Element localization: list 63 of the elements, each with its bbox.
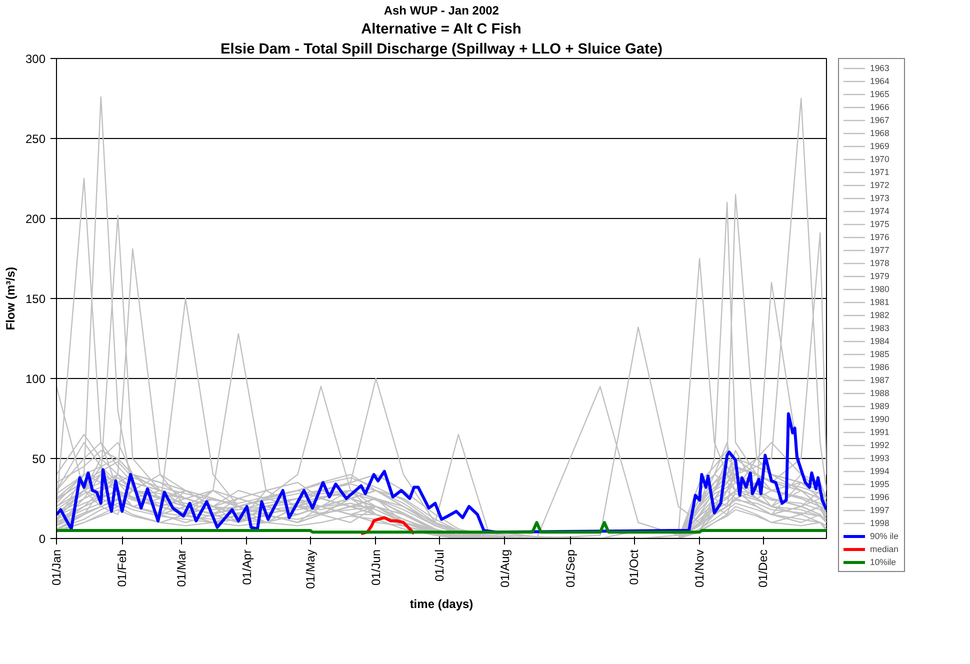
legend-label: 1981 [870, 297, 890, 307]
x-tick-label: 01/Jun [368, 550, 383, 586]
legend-label: 1986 [870, 362, 890, 372]
text: Elsie Dam - Total Spill Discharge (Spillway + LLO + Sluice Gate) [220, 42, 663, 58]
x-tick-label: 01/Feb [115, 549, 130, 587]
chart-subtitle: Alternative = Alt C Fish [361, 22, 522, 38]
legend-label: 1987 [870, 375, 890, 385]
legend-label: 1988 [870, 388, 890, 398]
legend-label: 1972 [870, 180, 890, 190]
legend-label: 1976 [870, 232, 890, 242]
legend-label: median [870, 544, 900, 554]
legend-label: 1970 [870, 154, 890, 164]
legend-label: 1979 [870, 271, 890, 281]
y-tick-label: 0 [38, 532, 46, 546]
legend-label: 1998 [870, 518, 890, 528]
legend-label: 1967 [870, 115, 890, 125]
x-tick-label: 01/Nov [692, 549, 707, 588]
legend-label: 1984 [870, 336, 890, 346]
y-tick-label: 300 [25, 52, 46, 66]
x-tick-label: 01/Dec [756, 549, 770, 588]
y-tick-label: 50 [32, 452, 46, 466]
legend-label: 1989 [870, 401, 890, 411]
x-tick-label: 01/Mar [174, 549, 188, 587]
y-tick-label: 250 [25, 132, 46, 146]
legend-label: 1996 [870, 492, 890, 502]
legend-label: 1963 [870, 63, 890, 73]
y-tick-label: 100 [25, 372, 46, 386]
legend-label: 1978 [870, 258, 890, 268]
legend-label: 1974 [870, 206, 890, 216]
legend-label: 1982 [870, 310, 890, 320]
legend-label: 1994 [870, 466, 890, 476]
x-tick-label: 01/May [303, 549, 318, 589]
legend-label: 1975 [870, 219, 890, 229]
x-tick-label: 01/Jul [432, 549, 446, 582]
chart-title: Ash WUP - Jan 2002 [384, 4, 500, 18]
x-tick-label: 01/Sep [564, 549, 578, 588]
y-tick-label: 150 [25, 292, 46, 306]
legend-label: 1993 [870, 453, 890, 463]
legend-label: 1973 [870, 193, 890, 203]
legend-label: 1969 [870, 141, 890, 151]
legend-label: 1983 [870, 323, 890, 333]
x-tick-label: 01/Jan [50, 550, 64, 586]
x-tick-label: 01/Aug [498, 549, 512, 588]
x-tick-label: 01/Apr [240, 549, 254, 585]
x-axis-title: time (days) [410, 596, 474, 611]
legend-label: 1995 [870, 479, 890, 489]
legend-label: 1964 [870, 76, 890, 86]
legend-label: 10%ile [870, 557, 897, 567]
y-tick-label: 200 [25, 212, 46, 226]
y-axis-title: Flow (m³/s) [3, 266, 18, 330]
legend-label: 1977 [870, 245, 890, 255]
legend-label: 1997 [870, 505, 890, 515]
x-tick-label: 01/Oct [627, 548, 641, 585]
legend-label: 1966 [870, 102, 890, 112]
legend-label: 1980 [870, 284, 890, 294]
legend-label: 1968 [870, 128, 890, 138]
legend-label: 1992 [870, 440, 890, 450]
legend-label: 90% ile [870, 531, 900, 541]
legend-label: 1985 [870, 349, 890, 359]
legend-label: 1971 [870, 167, 890, 177]
legend-label: 1991 [870, 427, 890, 437]
legend-label: 1965 [870, 89, 890, 99]
legend-label: 1990 [870, 414, 890, 424]
